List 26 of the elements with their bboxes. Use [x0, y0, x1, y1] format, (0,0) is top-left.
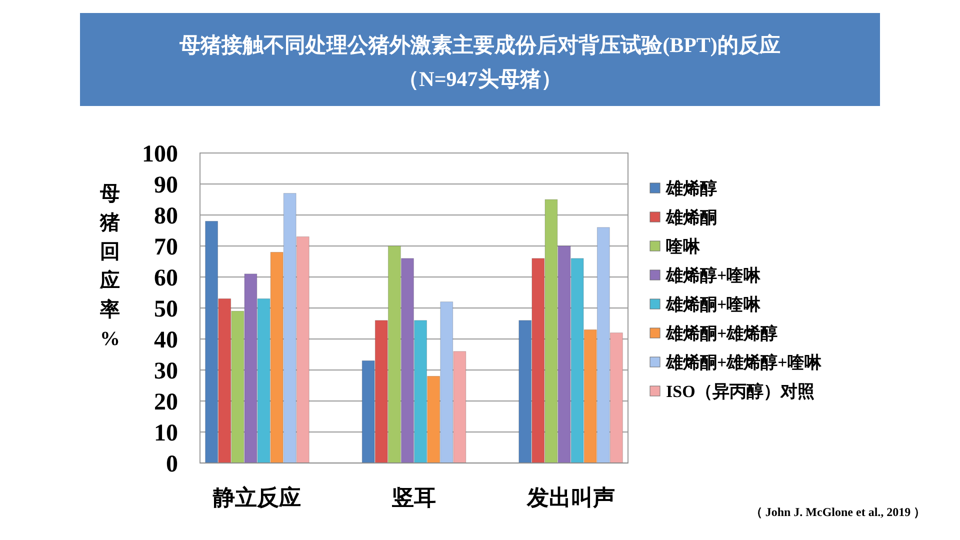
legend-label: 雄烯酮+喹啉 — [665, 294, 762, 314]
x-tick-label: 发出叫声 — [526, 485, 615, 510]
y-tick-label: 30 — [154, 358, 178, 384]
y-tick-label: 20 — [154, 389, 178, 416]
legend-label: ISO（异丙醇）对照 — [666, 382, 814, 401]
x-tick-label: 静立反应 — [212, 485, 302, 510]
legend-label: 雄烯醇+喹啉 — [665, 266, 762, 285]
legend-label: 雄烯酮+雄烯醇+喹啉 — [665, 352, 822, 372]
legend-label: 喹啉 — [666, 236, 701, 256]
y-tick-label: 0 — [166, 451, 178, 478]
chart-subtitle: （N=947头母猪） — [398, 67, 562, 91]
legend-label: 雄烯酮+雄烯醇 — [665, 324, 778, 343]
y-tick-label: 90 — [154, 172, 178, 198]
y-tick-label: 80 — [154, 203, 178, 230]
y-tick-label: 50 — [154, 296, 178, 322]
legend-label: 雄烯醇 — [665, 178, 717, 198]
x-tick-label: 竖耳 — [391, 485, 436, 510]
y-tick-label: 70 — [154, 234, 178, 260]
y-tick-label: 40 — [154, 327, 178, 354]
chart-title: 母猪接触不同处理公猪外激素主要成份后对背压试验(BPT)的反应 — [178, 33, 780, 57]
legend-label: 雄烯酮 — [665, 208, 717, 227]
y-axis-title: 母猪回应率% — [99, 183, 120, 350]
y-tick-label: 100 — [142, 141, 178, 168]
text: （ John J. McGlone et al., 2019 ） — [750, 505, 926, 519]
y-tick-label: 10 — [154, 420, 178, 446]
y-tick-label: 60 — [154, 265, 178, 292]
